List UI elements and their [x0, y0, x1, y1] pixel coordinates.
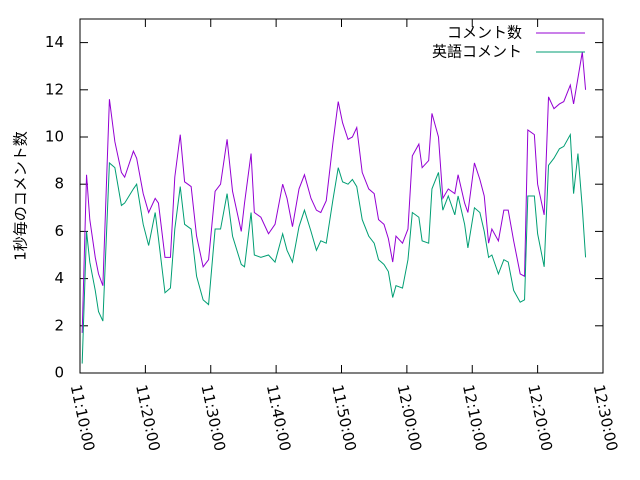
- x-tick-label: 12:20:00: [524, 383, 556, 453]
- y-axis-label: 1秒毎のコメント数: [12, 131, 30, 261]
- x-tick-label: 11:10:00: [67, 383, 99, 453]
- x-tick-label: 11:50:00: [328, 383, 360, 453]
- series-line: [81, 51, 587, 333]
- y-tick-label: 14: [45, 33, 64, 51]
- x-tick-label: 12:00:00: [394, 383, 426, 453]
- plot-border: [79, 18, 604, 374]
- x-tick-label: 11:20:00: [132, 383, 164, 453]
- y-tick-label: 4: [54, 269, 64, 287]
- series-line: [81, 132, 587, 364]
- x-tick-label: 12:10:00: [459, 383, 491, 453]
- legend-label: 英語コメント: [432, 43, 522, 61]
- y-tick-label: 12: [45, 80, 64, 98]
- y-tick-label: 10: [45, 128, 64, 146]
- x-tick-label: 11:40:00: [263, 383, 295, 453]
- x-tick-label: 11:30:00: [197, 383, 229, 453]
- legend-label: コメント数: [447, 24, 522, 42]
- y-tick-label: 6: [54, 222, 64, 240]
- y-tick-label: 2: [54, 316, 64, 334]
- y-tick-label: 8: [54, 175, 64, 193]
- y-tick-label: 0: [54, 364, 64, 382]
- x-tick-label: 12:30:00: [590, 383, 622, 453]
